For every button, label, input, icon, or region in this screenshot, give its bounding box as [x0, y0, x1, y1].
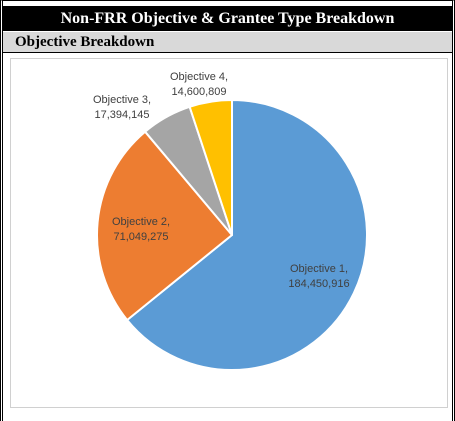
slice-label-3: Objective 3, [93, 94, 151, 106]
slice-value-2: 71,049,275 [113, 231, 168, 243]
slice-label-1: Objective 1, [290, 263, 348, 275]
slice-label-2: Objective 2, [112, 216, 170, 228]
pie-slice-objective-1 [126, 99, 368, 371]
slice-label-4: Objective 4, [170, 71, 228, 83]
pie-slice-objective-2 [96, 130, 233, 322]
slice-value-1: 184,450,916 [288, 278, 349, 290]
slice-value-4: 14,600,809 [171, 86, 226, 98]
section-header: Objective Breakdown [3, 32, 452, 53]
pie-chart: Objective 1, 184,450,916 Objective 2, 71,04… [93, 71, 368, 371]
slice-value-3: 17,394,145 [94, 109, 149, 121]
pie-slice-objective-4 [188, 99, 233, 236]
pie-chart-area: Objective 1, 184,450,916 Objective 2, 71,04… [10, 58, 448, 408]
panel-title: Non-FRR Objective & Grantee Type Breakdo… [3, 6, 452, 31]
